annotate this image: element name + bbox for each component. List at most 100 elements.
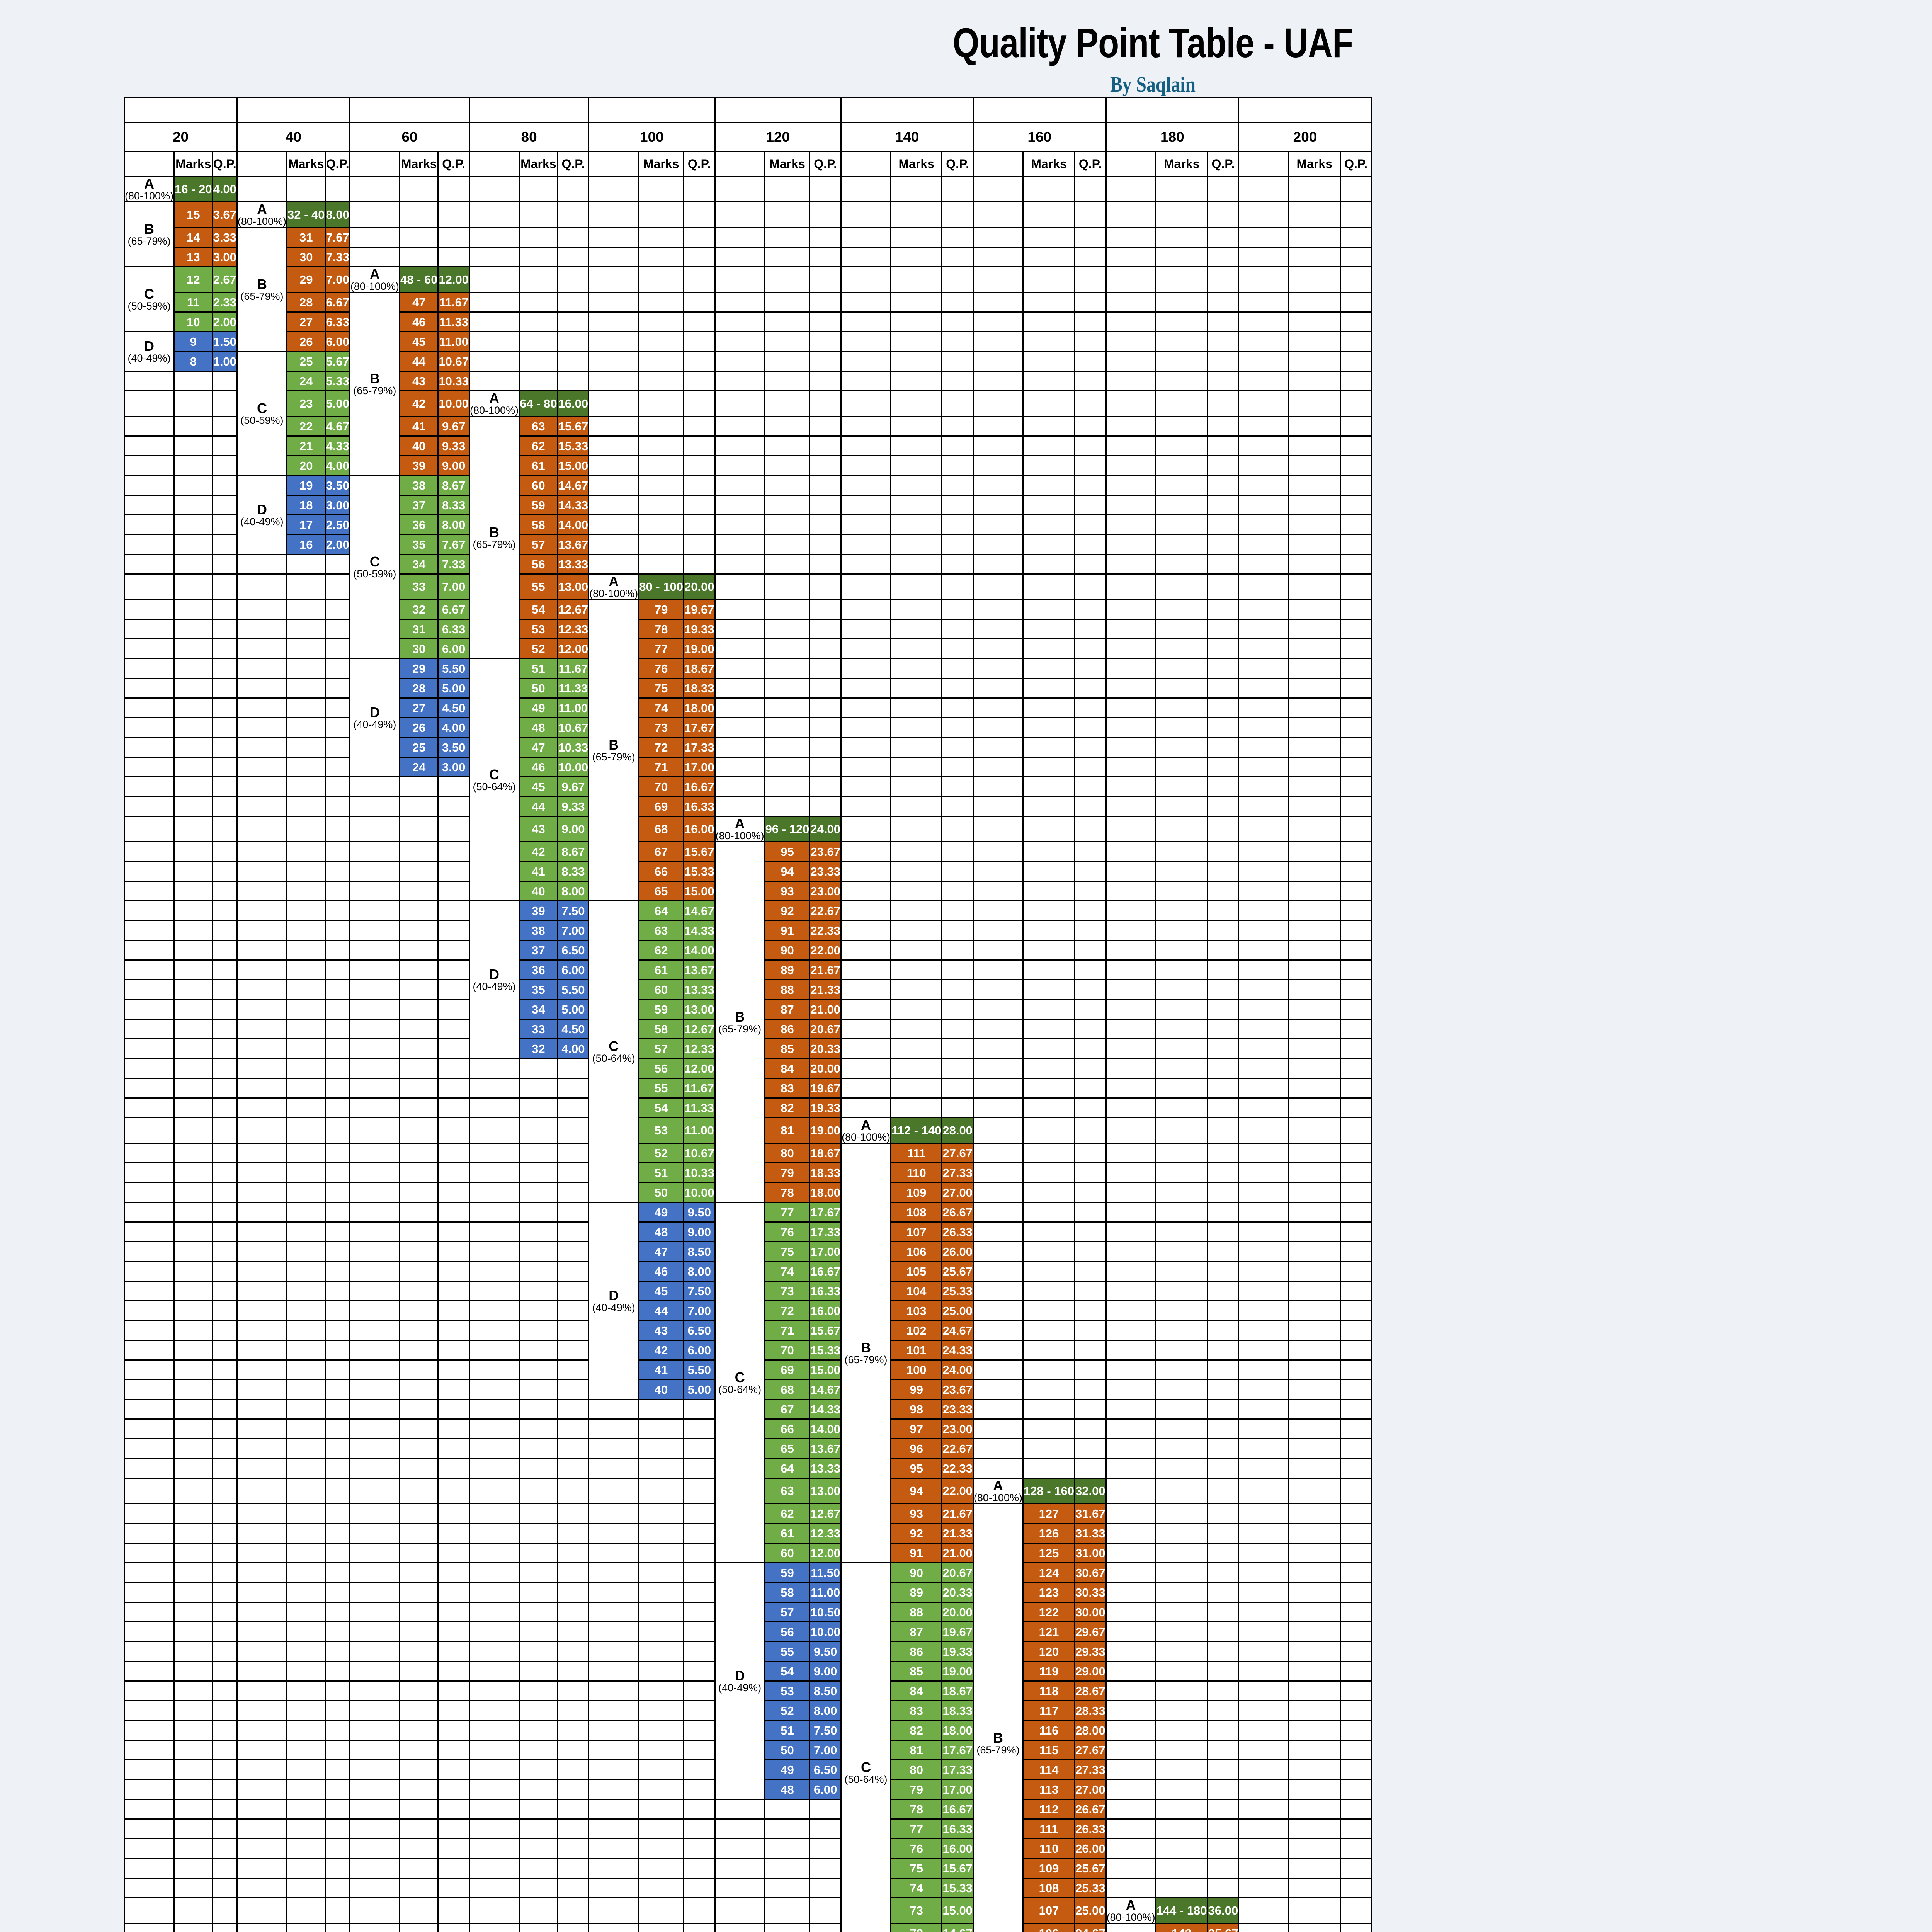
empty-cell <box>519 1458 558 1479</box>
empty-cell <box>1340 1399 1372 1420</box>
marks-cell: 13 <box>173 247 213 267</box>
empty-cell <box>1155 331 1208 352</box>
qp-cell: 11.00 <box>437 331 470 352</box>
empty-cell <box>399 1379 439 1400</box>
empty-cell <box>173 881 213 901</box>
empty-cell <box>1238 1359 1289 1380</box>
empty-cell <box>1074 1182 1107 1203</box>
empty-cell <box>941 351 974 372</box>
empty-cell <box>809 1838 842 1859</box>
empty-cell <box>236 697 287 718</box>
grade-band-label: D (40-49%) <box>588 1202 639 1400</box>
empty-cell <box>1340 1182 1372 1203</box>
empty-cell <box>173 1182 213 1203</box>
empty-cell <box>1340 638 1372 659</box>
grade-percent-range: (50-64%) <box>473 781 516 793</box>
empty-cell <box>764 1858 811 1879</box>
empty-cell <box>890 1078 943 1099</box>
empty-cell <box>123 1202 175 1223</box>
empty-cell <box>123 1838 175 1859</box>
marks-cell: 12 <box>173 266 213 293</box>
empty-cell <box>469 1740 520 1760</box>
qp-cell: 13.67 <box>683 959 716 980</box>
marks-cell: 59 <box>764 1562 811 1583</box>
empty-cell <box>588 1562 639 1583</box>
empty-cell <box>325 1320 350 1341</box>
grade-percent-range: (65-79%) <box>592 751 635 763</box>
empty-cell <box>399 1759 439 1780</box>
empty-cell <box>809 331 842 352</box>
empty-cell <box>1074 176 1107 202</box>
empty-cell <box>809 554 842 575</box>
marks-cell: 89 <box>764 959 811 980</box>
empty-cell <box>1207 1641 1240 1662</box>
empty-cell <box>325 959 350 980</box>
grade-letter: C <box>144 286 155 302</box>
empty-cell <box>399 1399 439 1420</box>
empty-cell <box>286 920 326 941</box>
empty-cell <box>325 1641 350 1662</box>
empty-cell <box>809 638 842 659</box>
empty-cell <box>1340 1799 1372 1820</box>
qp-cell: 15.67 <box>941 1858 974 1879</box>
empty-cell <box>469 1478 520 1504</box>
empty-cell <box>1207 1680 1240 1701</box>
empty-cell <box>714 658 765 679</box>
empty-cell <box>1238 1478 1289 1504</box>
empty-cell <box>399 1261 439 1282</box>
empty-cell <box>325 1182 350 1203</box>
empty-cell <box>212 776 238 797</box>
empty-cell <box>840 658 892 679</box>
empty-cell <box>325 881 350 901</box>
empty-cell <box>588 311 639 332</box>
empty-cell <box>588 1661 639 1682</box>
empty-cell <box>469 1923 520 1932</box>
marks-cell: 39 <box>519 900 558 921</box>
empty-cell <box>1105 1241 1156 1262</box>
empty-cell <box>1238 1418 1289 1439</box>
empty-cell <box>1288 1162 1341 1183</box>
empty-cell <box>941 390 974 417</box>
empty-cell <box>286 900 326 921</box>
empty-cell <box>972 475 1024 496</box>
empty-cell <box>809 619 842 639</box>
empty-cell <box>972 717 1024 738</box>
empty-cell <box>212 1182 238 1203</box>
empty-cell <box>557 1661 590 1682</box>
empty-cell <box>469 1458 520 1479</box>
empty-cell <box>437 881 470 901</box>
empty-cell <box>1074 1097 1107 1118</box>
grade-percent-range: (65-79%) <box>473 538 516 550</box>
empty-cell <box>349 1281 400 1301</box>
empty-cell <box>349 1300 400 1321</box>
empty-cell <box>683 1543 716 1563</box>
empty-cell <box>638 1582 684 1603</box>
empty-cell <box>1288 292 1341 313</box>
empty-cell <box>1288 1261 1341 1282</box>
empty-cell <box>236 1038 287 1059</box>
empty-cell <box>123 1097 175 1118</box>
empty-cell <box>809 475 842 496</box>
empty-cell <box>941 796 974 817</box>
empty-cell <box>1105 390 1156 417</box>
marks-cell: 16 <box>286 534 326 555</box>
empty-cell <box>972 1458 1024 1479</box>
table-row: 66 14.00 97 23.00 <box>123 1418 1372 1439</box>
grade-letter: C <box>489 766 500 782</box>
empty-cell <box>1340 1143 1372 1163</box>
empty-cell <box>519 1878 558 1898</box>
qp-cell: 25.00 <box>1074 1897 1107 1924</box>
empty-cell <box>1074 1202 1107 1223</box>
empty-cell <box>349 1680 400 1701</box>
empty-cell <box>286 1458 326 1479</box>
qp-cell: 11.33 <box>557 678 590 699</box>
empty-cell <box>1340 1038 1372 1059</box>
empty-cell <box>1105 331 1156 352</box>
empty-cell <box>1155 1523 1208 1544</box>
qp-cell: 12.33 <box>809 1523 842 1544</box>
qp-cell: 9.50 <box>683 1202 716 1223</box>
empty-cell <box>519 1241 558 1262</box>
empty-cell <box>236 717 287 738</box>
marks-cell: 128 - 160 <box>1022 1478 1075 1504</box>
empty-cell <box>173 1359 213 1380</box>
